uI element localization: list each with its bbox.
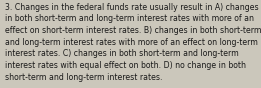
Text: short-term and long-term interest rates.: short-term and long-term interest rates. xyxy=(5,73,162,82)
Text: 3. Changes in the federal funds rate usually result in A) changes: 3. Changes in the federal funds rate usu… xyxy=(5,3,258,12)
Text: interest rates with equal effect on both. D) no change in both: interest rates with equal effect on both… xyxy=(5,61,246,70)
Text: interest rates. C) changes in both short-term and long-term: interest rates. C) changes in both short… xyxy=(5,49,239,58)
Text: in both short-term and long-term interest rates with more of an: in both short-term and long-term interes… xyxy=(5,14,254,23)
Text: and long-term interest rates with more of an effect on long-term: and long-term interest rates with more o… xyxy=(5,38,258,47)
Text: effect on short-term interest rates. B) changes in both short-term: effect on short-term interest rates. B) … xyxy=(5,26,261,35)
